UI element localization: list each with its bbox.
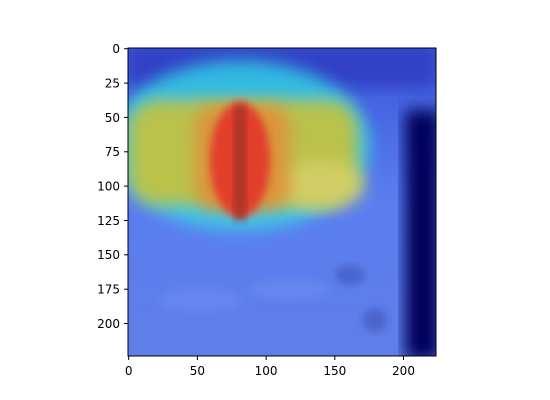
x-tick-label: 200 xyxy=(392,364,415,378)
y-tick-label: 125 xyxy=(97,214,120,228)
x-tick-label: 0 xyxy=(125,364,133,378)
x-tick-label: 150 xyxy=(323,364,346,378)
y-tick-label: 75 xyxy=(105,145,120,159)
heatmap-image xyxy=(128,48,436,356)
x-axis: 0 50 100 150 200 xyxy=(125,356,415,378)
y-tick-label: 25 xyxy=(105,77,120,91)
x-tick-label: 100 xyxy=(255,364,278,378)
y-tick-label: 100 xyxy=(97,180,120,194)
y-tick-label: 0 xyxy=(112,42,120,56)
y-tick-label: 150 xyxy=(97,248,120,262)
y-tick-label: 50 xyxy=(105,111,120,125)
x-tick-label: 50 xyxy=(190,364,205,378)
axes-frame xyxy=(127,47,437,357)
y-tick-label: 175 xyxy=(97,283,120,297)
y-tick-label: 200 xyxy=(97,317,120,331)
y-axis: 0 25 50 75 100 125 150 175 200 xyxy=(97,42,128,331)
